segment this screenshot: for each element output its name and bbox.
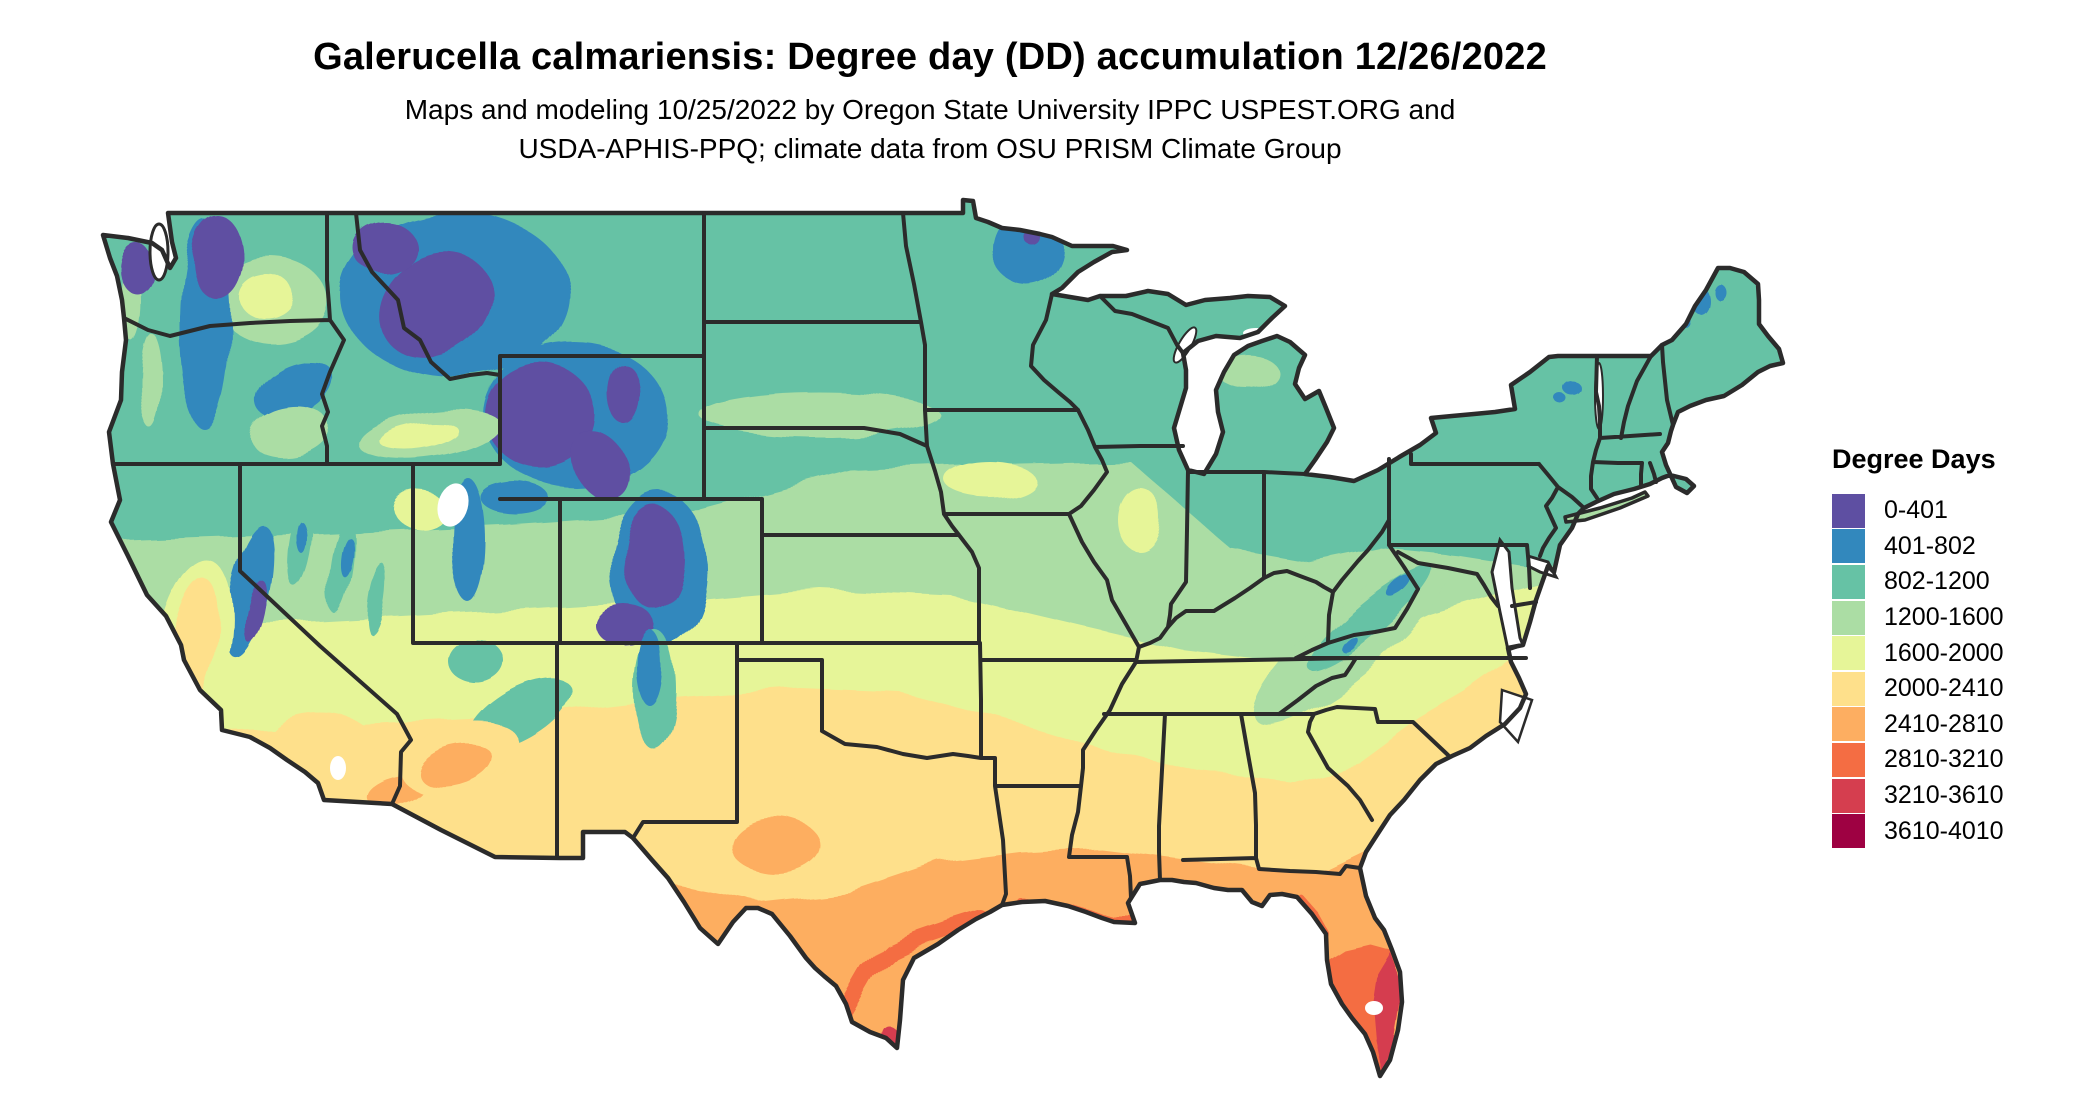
subtitle-line-1: Maps and modeling 10/25/2022 by Oregon S… xyxy=(404,94,1456,125)
legend-swatch xyxy=(1832,778,1865,813)
pamlico-sound xyxy=(1498,688,1534,745)
state-borders xyxy=(111,211,1675,907)
page-title: Galerucella calmariensis: Degree day (DD… xyxy=(313,36,1547,78)
long-island xyxy=(1563,490,1650,524)
legend-item: 1600-2000 xyxy=(1832,635,2092,671)
legend-swatch xyxy=(1832,671,1865,706)
legend-label: 802-1200 xyxy=(1884,567,1990,596)
legend-item: 802-1200 xyxy=(1832,564,2092,600)
legend-label: 401-802 xyxy=(1884,531,1976,560)
salton-sea xyxy=(330,756,346,780)
legend-label: 1200-1600 xyxy=(1884,603,2004,632)
legend-label: 3610-4010 xyxy=(1884,816,2004,845)
lake-okeechobee xyxy=(1365,1001,1383,1015)
legend-swatch xyxy=(1832,564,1865,599)
legend-swatch xyxy=(1832,814,1865,849)
legend-title: Degree Days xyxy=(1832,444,1996,474)
legend-label: 0-401 xyxy=(1884,496,1948,525)
legend-item: 0-401 xyxy=(1832,493,2092,529)
legend-item: 2000-2410 xyxy=(1832,671,2092,707)
us-degree-day-map xyxy=(95,195,1800,1090)
legend-item: 2410-2810 xyxy=(1832,707,2092,743)
legend-label: 3210-3610 xyxy=(1884,781,2004,810)
legend-label: 1600-2000 xyxy=(1884,638,2004,667)
subtitle-line-2: USDA-APHIS-PPQ; climate data from OSU PR… xyxy=(518,133,1342,164)
legend-label: 2000-2410 xyxy=(1884,674,2004,703)
legend-swatch xyxy=(1832,529,1865,564)
legend-label: 2410-2810 xyxy=(1884,709,2004,738)
legend-swatch xyxy=(1832,707,1865,742)
legend-swatch xyxy=(1832,742,1865,777)
legend-swatch xyxy=(1832,600,1865,635)
map-subtitle: Maps and modeling 10/25/2022 by Oregon S… xyxy=(0,90,1860,168)
legend-rows: 0-401 401-802 802-1200 1200-1600 1600-2000 20… xyxy=(1832,493,2092,849)
legend: Degree Days 0-401 401-802 802-1200 1200-160… xyxy=(1832,444,2092,849)
legend-item: 3210-3610 xyxy=(1832,778,2092,814)
legend-item: 1200-1600 xyxy=(1832,600,2092,636)
puget-sound xyxy=(148,222,170,282)
great-salt-lake xyxy=(437,483,469,527)
legend-item: 3610-4010 xyxy=(1832,813,2092,849)
legend-swatch xyxy=(1832,636,1865,671)
legend-item: 401-802 xyxy=(1832,529,2092,565)
legend-label: 2810-3210 xyxy=(1884,745,2004,774)
legend-item: 2810-3210 xyxy=(1832,742,2092,778)
legend-swatch xyxy=(1832,493,1865,528)
